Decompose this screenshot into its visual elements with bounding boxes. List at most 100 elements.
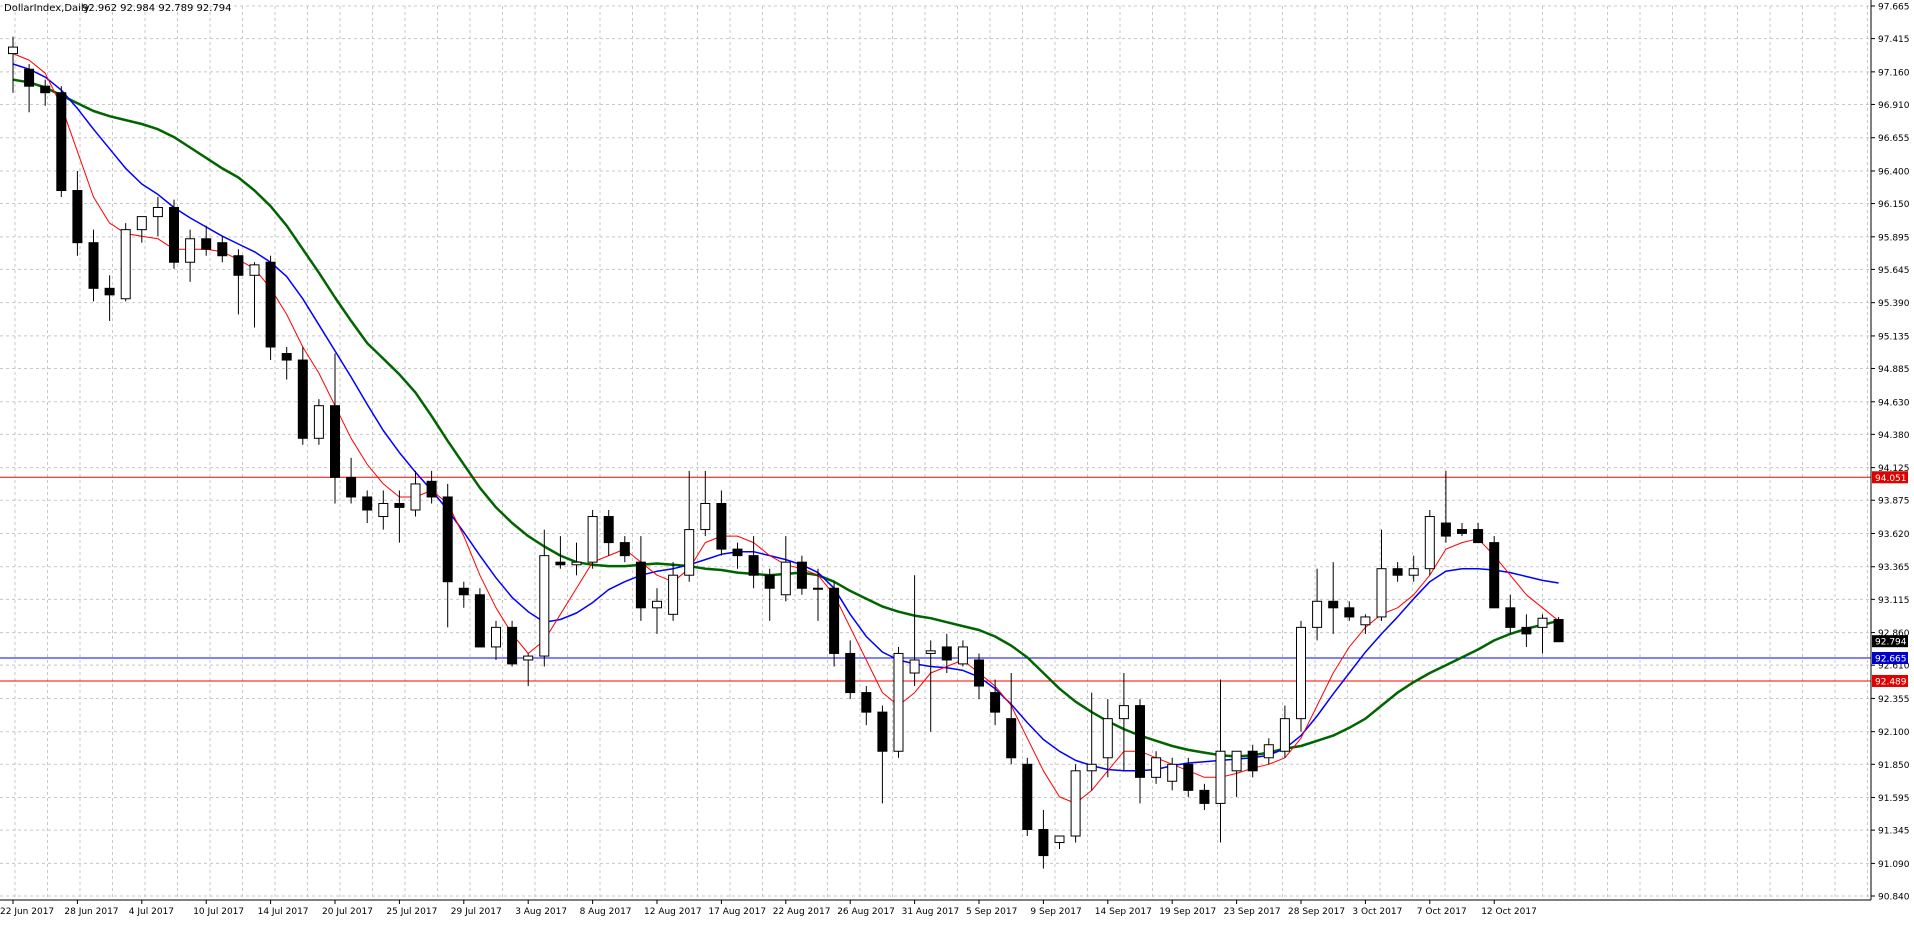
candle[interactable]: [587, 510, 598, 569]
candle[interactable]: [24, 64, 35, 113]
candle[interactable]: [1424, 510, 1435, 576]
candle[interactable]: [1118, 673, 1129, 771]
candle[interactable]: [507, 620, 518, 667]
candle[interactable]: [40, 79, 51, 106]
candle[interactable]: [297, 347, 308, 445]
candle[interactable]: [1328, 562, 1339, 634]
candle[interactable]: [764, 568, 775, 621]
candle[interactable]: [990, 679, 1001, 726]
candle[interactable]: [281, 347, 292, 380]
candle[interactable]: [523, 653, 534, 687]
candle[interactable]: [1360, 614, 1371, 634]
candle[interactable]: [619, 536, 630, 563]
candle[interactable]: [169, 199, 179, 269]
candle[interactable]: [1296, 620, 1306, 732]
candle[interactable]: [426, 470, 437, 504]
candle[interactable]: [1183, 757, 1194, 797]
candle[interactable]: [1392, 562, 1403, 582]
candle[interactable]: [491, 620, 501, 660]
candle[interactable]: [780, 536, 791, 602]
candle[interactable]: [442, 483, 453, 628]
candle[interactable]: [603, 510, 614, 556]
candle[interactable]: [56, 86, 67, 198]
candle[interactable]: [1279, 705, 1290, 758]
candle[interactable]: [362, 490, 373, 524]
candle[interactable]: [136, 216, 147, 243]
candle[interactable]: [1376, 529, 1387, 621]
candle[interactable]: [1086, 692, 1097, 791]
candle[interactable]: [1038, 809, 1049, 869]
candles[interactable]: [8, 36, 1564, 869]
candle[interactable]: [201, 225, 212, 256]
candle[interactable]: [1473, 523, 1484, 544]
candle[interactable]: [1553, 616, 1564, 643]
candle[interactable]: [1231, 750, 1242, 797]
candle[interactable]: [330, 353, 340, 504]
candle[interactable]: [217, 236, 228, 263]
candle[interactable]: [1457, 523, 1467, 537]
candle[interactable]: [1505, 594, 1516, 634]
candle[interactable]: [861, 686, 872, 726]
candle[interactable]: [1312, 568, 1323, 641]
candle[interactable]: [1167, 757, 1178, 791]
candle[interactable]: [1054, 835, 1065, 850]
candle[interactable]: [941, 633, 952, 674]
candle[interactable]: [909, 575, 920, 687]
candle[interactable]: [845, 640, 856, 700]
candle[interactable]: [957, 640, 968, 667]
candle[interactable]: [1344, 601, 1355, 621]
candle[interactable]: [104, 275, 115, 321]
candle[interactable]: [1022, 757, 1033, 837]
candle[interactable]: [1408, 555, 1419, 582]
candle[interactable]: [185, 229, 196, 282]
candle[interactable]: [233, 249, 244, 315]
candle[interactable]: [474, 588, 485, 648]
candle[interactable]: [700, 470, 711, 537]
candle[interactable]: [394, 490, 405, 543]
candle[interactable]: [410, 470, 421, 517]
candle[interactable]: [1006, 673, 1017, 765]
candle[interactable]: [8, 36, 18, 93]
candle[interactable]: [748, 536, 759, 589]
candle[interactable]: [732, 542, 743, 569]
candle[interactable]: [635, 536, 646, 621]
candle[interactable]: [555, 536, 566, 569]
candle[interactable]: [1537, 614, 1548, 654]
candle[interactable]: [249, 262, 260, 328]
candle[interactable]: [346, 457, 357, 504]
candle[interactable]: [313, 399, 324, 445]
candle[interactable]: [1263, 738, 1274, 765]
candle[interactable]: [716, 490, 727, 556]
candle[interactable]: [877, 705, 888, 804]
candle[interactable]: [829, 581, 840, 667]
candle[interactable]: [1215, 679, 1226, 843]
candle[interactable]: [1135, 699, 1145, 804]
time-axis[interactable]: 22 Jun 2017 28 Jun 2017 4 Jul 2017 10 Jul 2…: [0, 900, 1537, 917]
candle[interactable]: [893, 646, 904, 758]
candle[interactable]: [458, 581, 469, 608]
candle[interactable]: [1247, 744, 1258, 778]
candle[interactable]: [796, 555, 807, 595]
candle[interactable]: [72, 170, 83, 256]
candle[interactable]: [120, 223, 131, 302]
candle[interactable]: [1151, 751, 1162, 784]
candle[interactable]: [571, 542, 582, 576]
candle[interactable]: [88, 229, 99, 302]
candle[interactable]: [378, 490, 389, 530]
candle[interactable]: [152, 197, 163, 237]
candle[interactable]: [925, 640, 936, 732]
candle[interactable]: [1489, 536, 1500, 609]
candle[interactable]: [1521, 614, 1532, 647]
candle[interactable]: [684, 470, 695, 582]
horizontal-lines[interactable]: [0, 476, 1871, 682]
candle[interactable]: [813, 568, 823, 621]
candle[interactable]: [539, 529, 550, 667]
candle[interactable]: [1440, 470, 1451, 543]
candle[interactable]: [974, 653, 984, 700]
candle[interactable]: [1199, 783, 1210, 810]
candle[interactable]: [1102, 699, 1113, 778]
candle[interactable]: [1070, 764, 1081, 843]
candle[interactable]: [652, 588, 662, 634]
